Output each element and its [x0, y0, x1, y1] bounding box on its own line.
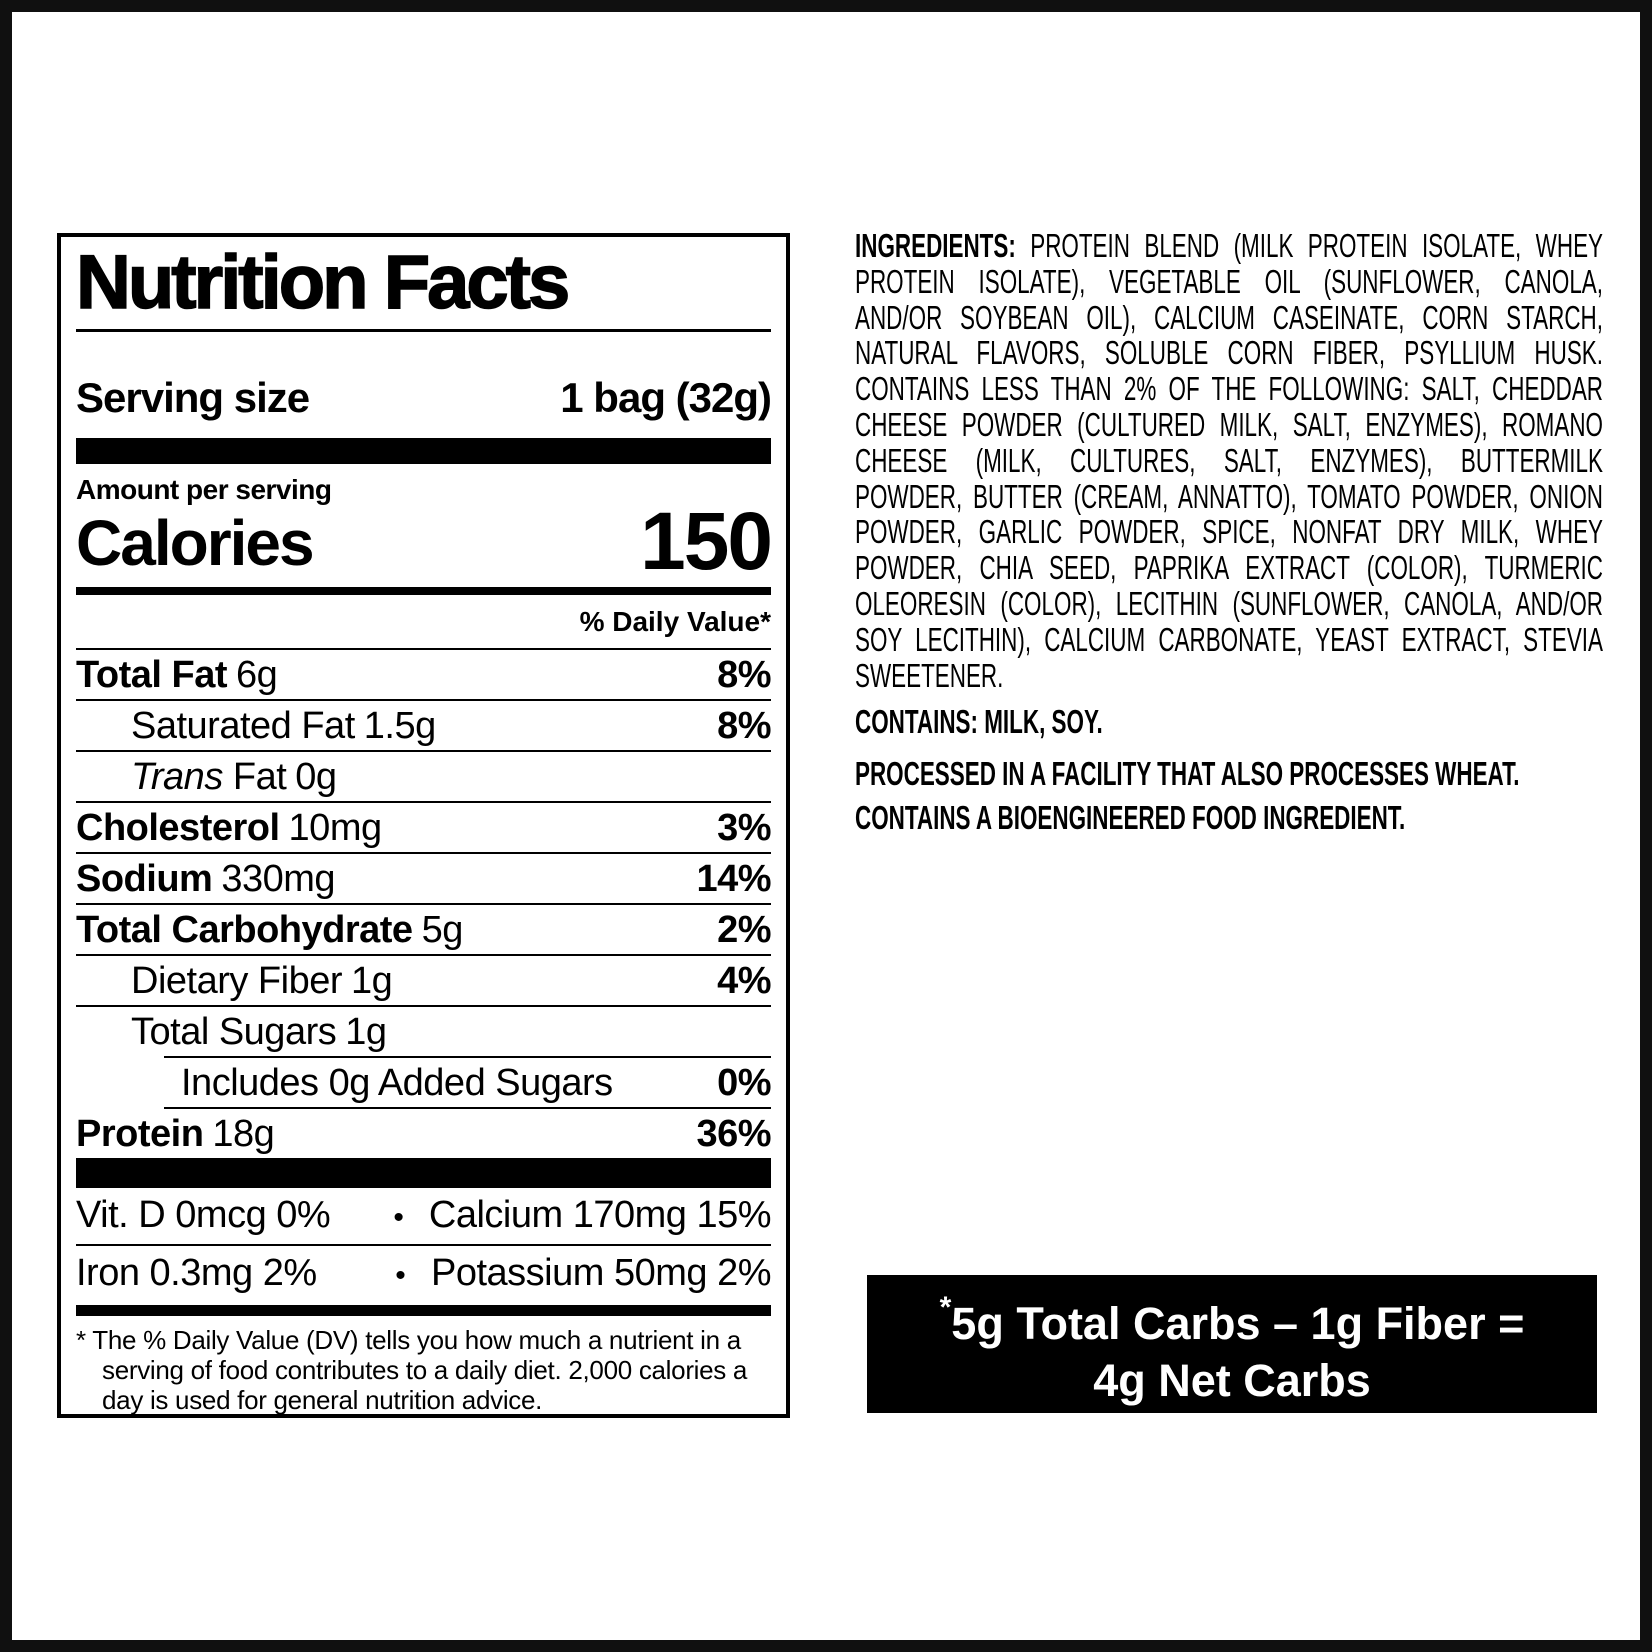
nutrient-row-total-sugars: Total Sugars 1g: [76, 1007, 771, 1056]
serving-size-row: Serving size 1 bag (32g): [76, 374, 772, 422]
nutrient-row-protein: Protein 18g 36%: [76, 1109, 771, 1158]
thick-divider-bar: [76, 438, 771, 464]
calories-row: Calories 150: [76, 496, 773, 587]
nutrient-name: Cholesterol: [76, 807, 280, 850]
daily-value-header: % Daily Value*: [76, 595, 771, 651]
nutrient-row-cholesterol: Cholesterol 10mg 3%: [76, 803, 771, 855]
nutrient-dv: 0%: [717, 1062, 771, 1105]
nutrient-name: Includes 0g Added Sugars: [181, 1062, 613, 1105]
micro-left: Vit. D 0mcg 0%: [76, 1194, 331, 1237]
nutrient-row-saturated-fat: Saturated Fat 1.5g 8%: [76, 701, 771, 753]
nutrient-dv: 36%: [696, 1113, 771, 1156]
nutrient-amount: 1.5g: [363, 705, 436, 748]
nutrient-row-sodium: Sodium 330mg 14%: [76, 854, 771, 906]
nutrient-name: Total Fat: [76, 654, 228, 697]
calories-value: 150: [640, 496, 773, 587]
nutrient-name: Dietary Fiber: [131, 960, 343, 1003]
nutrient-row-total-fat: Total Fat 6g 8%: [76, 650, 771, 702]
micronutrient-row-iron-potassium: Iron 0.3mg 2% • Potassium 50mg 2%: [76, 1244, 772, 1302]
contains-statement: CONTAINS: MILK, SOY.: [855, 703, 1103, 741]
nutrition-facts-label: Nutrition Facts Serving size 1 bag (32g)…: [57, 233, 790, 1418]
ingredients-body: PROTEIN BLEND (MILK PROTEIN ISOLATE, WHE…: [855, 227, 1603, 694]
asterisk-mark: *: [939, 1291, 952, 1324]
nutrient-row-dietary-fiber: Dietary Fiber 1g 4%: [76, 956, 771, 1008]
nutrient-amount: 10mg: [288, 807, 383, 850]
net-carbs-line2: 4g Net Carbs: [1093, 1355, 1371, 1406]
nutrient-amount: 18g: [212, 1113, 275, 1156]
ingredients-lead: INGREDIENTS:: [855, 227, 1016, 264]
bioengineered-statement: CONTAINS A BIOENGINEERED FOOD INGREDIENT…: [855, 799, 1406, 837]
net-carbs-line1: *5g Total Carbs – 1g Fiber =: [940, 1279, 1525, 1352]
serving-size-value: 1 bag (32g): [560, 374, 772, 421]
micronutrient-row-vitd-calcium: Vit. D 0mcg 0% • Calcium 170mg 15%: [76, 1188, 772, 1244]
bullet-separator: •: [393, 1201, 404, 1235]
nutrient-amount: 0g: [295, 756, 337, 799]
bullet-separator: •: [395, 1259, 406, 1293]
nutrient-dv: 14%: [696, 858, 771, 901]
title-rule: [76, 329, 771, 332]
calories-label: Calories: [76, 507, 315, 580]
nutrient-amount: 5g: [421, 909, 464, 952]
nutrient-name: Fat: [222, 756, 287, 799]
nutrient-row-trans-fat: Trans Fat 0g: [76, 752, 771, 804]
micro-right: Calcium 170mg 15%: [428, 1194, 772, 1237]
nutrient-name-italic: Trans: [131, 756, 223, 799]
facility-statement: PROCESSED IN A FACILITY THAT ALSO PROCES…: [855, 755, 1520, 793]
ingredients-panel: INGREDIENTS: PROTEIN BLEND (MILK PROTEIN…: [855, 228, 1603, 838]
nutrient-name: Protein: [76, 1113, 204, 1156]
nutrient-amount: 1g: [345, 1011, 387, 1054]
net-carbs-line1-text: 5g Total Carbs – 1g Fiber =: [951, 1298, 1525, 1349]
nutrient-amount: 1g: [351, 960, 393, 1003]
serving-size-label: Serving size: [76, 374, 310, 421]
nutrient-dv: 2%: [717, 909, 771, 952]
ingredients-text: INGREDIENTS: PROTEIN BLEND (MILK PROTEIN…: [855, 228, 1603, 693]
nutrient-amount: 6g: [236, 654, 278, 697]
nutrient-row-added-sugars: Includes 0g Added Sugars 0%: [164, 1056, 771, 1110]
nutrient-name: Total Sugars: [131, 1011, 337, 1054]
nutrient-dv: 8%: [717, 654, 771, 697]
nutrient-name: Sodium: [76, 858, 213, 901]
nutrient-name: Saturated Fat: [131, 705, 355, 748]
nutrient-dv: 8%: [717, 705, 771, 748]
nutrient-name: Total Carbohydrate: [76, 909, 413, 952]
thick-divider-bar: [76, 1158, 771, 1189]
daily-value-footnote: * The % Daily Value (DV) tells you how m…: [76, 1325, 748, 1416]
micro-left: Iron 0.3mg 2%: [76, 1252, 317, 1295]
nutrient-dv: 4%: [717, 960, 771, 1003]
amount-per-serving-label: Amount per serving: [76, 474, 332, 505]
medium-divider-bar: [76, 587, 771, 596]
nutrition-facts-title: Nutrition Facts: [75, 240, 571, 325]
nutrient-amount: 330mg: [221, 858, 336, 901]
medium-divider-bar: [76, 1305, 771, 1317]
net-carbs-callout-box: *5g Total Carbs – 1g Fiber = 4g Net Carb…: [867, 1275, 1597, 1413]
micro-right: Potassium 50mg 2%: [431, 1252, 772, 1295]
nutrient-row-total-carbohydrate: Total Carbohydrate 5g 2%: [76, 905, 771, 957]
nutrient-dv: 3%: [717, 807, 771, 850]
